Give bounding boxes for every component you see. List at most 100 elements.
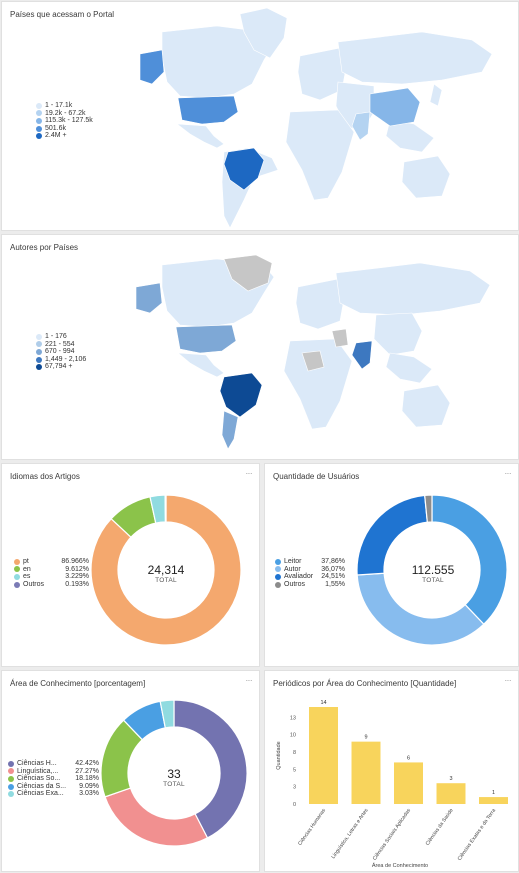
map-panel-access: Países que acessam o Portal 1 - 17.1k 19… (1, 1, 519, 231)
legend-label: 1 - 176 (45, 333, 67, 340)
map-region-brazil (219, 372, 263, 418)
legend-dot (8, 775, 14, 782)
legend-label: 1,449 - 2,106 (45, 355, 87, 363)
bar-y-tick-label: 8 (293, 750, 296, 756)
map-region-australia (401, 384, 451, 428)
legend-label: 501.6k (45, 124, 67, 132)
map-region-no-data-africa (301, 350, 325, 372)
map-authors-legend-item: 221 - 554 (36, 341, 86, 349)
legend-dot (275, 566, 281, 573)
legend-dot (8, 783, 14, 790)
more-options-icon[interactable]: ··· (504, 676, 512, 685)
legend-dot (36, 341, 42, 348)
map-authors-legend-item: 670 - 994 (36, 348, 86, 356)
bar[interactable] (394, 762, 423, 804)
bar[interactable] (479, 797, 508, 804)
legend-label: es (23, 573, 31, 581)
bar-value-label: 9 (364, 735, 367, 741)
world-map-access[interactable] (2, 2, 519, 232)
legend-label: 67,794 + (45, 363, 73, 371)
map-region-alaska (139, 49, 165, 85)
legend-dot (36, 117, 42, 124)
bar-y-tick-label: 3 (293, 785, 296, 791)
area-slice[interactable] (173, 699, 248, 839)
more-options-icon[interactable]: ··· (504, 469, 512, 478)
legend-label: Outros (284, 580, 306, 588)
legend-label: 2.4M + (45, 132, 67, 140)
bar-category-label: Ciências Exatas e da Terra (457, 808, 497, 862)
map-region-usa (177, 95, 239, 125)
bar-value-label: 3 (449, 776, 452, 782)
map-region-southeast-asia (385, 119, 435, 153)
idiomas-slice[interactable] (90, 494, 242, 646)
donut-chart-idiomas (90, 494, 242, 646)
donut-chart-usuarios (356, 494, 508, 646)
map-region-china (369, 87, 421, 127)
usuarios-slice[interactable] (424, 494, 433, 523)
idiomas-slice[interactable] (164, 494, 167, 523)
legend-label: Outros (23, 580, 45, 588)
legend-label: 115.3k - 127.5k (45, 117, 93, 125)
bar-value-label: 6 (407, 755, 410, 761)
area-total-label: TOTAL (163, 781, 185, 788)
legend-dot (14, 558, 20, 565)
legend-dot (36, 348, 42, 355)
usuarios-legend-item: Leitor 37,86% (275, 558, 345, 566)
legend-dot (8, 791, 14, 798)
idiomas-total-label: TOTAL (155, 577, 177, 584)
legend-value: 86.966% (61, 558, 89, 565)
world-map-authors[interactable] (2, 235, 519, 461)
legend-label: Ciências Exa... (17, 790, 64, 798)
map-access-legend-item: 115.3k - 127.5k (36, 117, 93, 125)
bar-category-label: Ciências Humanas (297, 807, 327, 846)
map-region-usa (175, 324, 237, 354)
legend-dot (14, 566, 20, 573)
map-access-legend-item: 501.6k (36, 125, 93, 133)
map-access-legend-item: 1 - 17.1k (36, 102, 93, 110)
bar[interactable] (436, 783, 466, 804)
legend-label: Ciências da S... (17, 782, 67, 790)
legend-dot (14, 581, 20, 588)
area-slice[interactable] (104, 787, 209, 847)
legend-dot (275, 558, 281, 565)
usuarios-legend-item: Avaliador 24,51% (275, 573, 345, 581)
legend-dot (275, 581, 281, 588)
donut-chart-area (100, 699, 248, 847)
map-region-australia (401, 155, 451, 199)
bar[interactable] (351, 741, 381, 804)
legend-label: Avaliador (284, 573, 314, 581)
area-center: 33 TOTAL (134, 767, 214, 788)
idiomas-legend-item: es 3.229% (14, 573, 89, 581)
map-region-russia (335, 262, 491, 316)
usuarios-slice[interactable] (356, 572, 485, 646)
bar[interactable] (309, 707, 338, 804)
legend-dot (275, 573, 281, 580)
bar-y-tick-label: 5 (293, 767, 296, 773)
idiomas-legend-item: en 9.612% (14, 566, 89, 574)
usuarios-slice[interactable] (431, 494, 508, 626)
bar-value-label: 14 (320, 700, 326, 706)
legend-value: 1,55% (325, 580, 345, 588)
bar-panel-periodicos: Periódicos por Área do Conhecimento [Qua… (264, 670, 519, 872)
more-options-icon[interactable]: ··· (245, 469, 253, 478)
bar-value-label: 1 (492, 790, 495, 796)
legend-value: 36,07% (321, 565, 345, 573)
usuarios-legend: Leitor 37,86% Autor 36,07% Avaliador 24,51% Ou… (275, 558, 345, 588)
bar-category-label: Ciências da Saúde (425, 808, 455, 847)
idiomas-title: Idiomas dos Artigos (10, 472, 80, 481)
area-total-value: 33 (167, 767, 181, 781)
area-slice[interactable] (159, 699, 175, 729)
legend-dot (36, 125, 42, 132)
more-options-icon[interactable]: ··· (245, 676, 253, 685)
idiomas-legend-item: Outros 0.193% (14, 581, 89, 589)
legend-label: 19.2k - 67.2k (45, 109, 86, 117)
area-legend-item: Ciências da S... 9.09% (8, 783, 99, 791)
map-access-legend: 1 - 17.1k 19.2k - 67.2k 115.3k - 127.5k … (36, 102, 93, 140)
map-access-legend-item: 19.2k - 67.2k (36, 110, 93, 118)
area-legend-item: Ciências H... 42.42% (8, 760, 99, 768)
legend-label: 670 - 994 (45, 348, 75, 356)
legend-value: 24,51% (321, 573, 345, 581)
map-panel-authors: Autores por Países 1 - 176 221 - 554 670… (1, 234, 519, 460)
legend-dot (8, 760, 14, 767)
